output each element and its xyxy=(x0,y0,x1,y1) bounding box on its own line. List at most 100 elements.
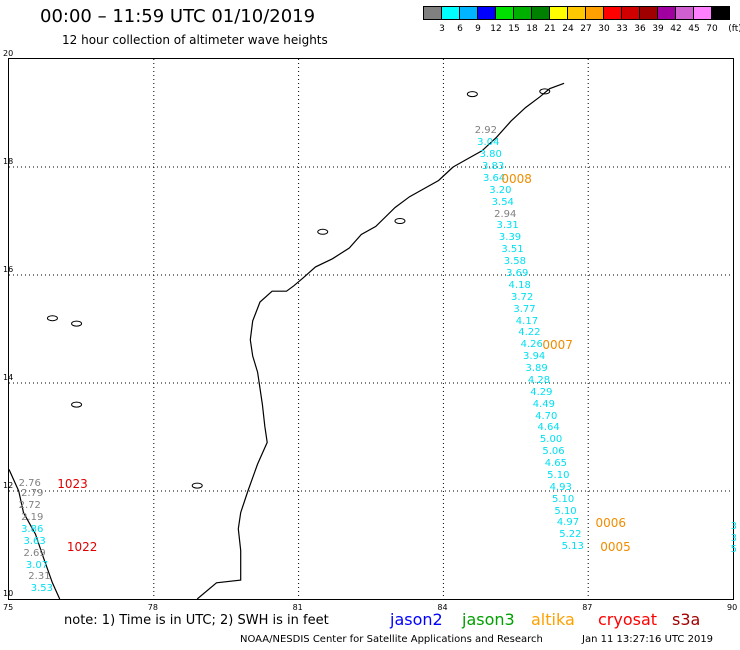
swh-observation-label: 5.22 xyxy=(559,529,582,541)
swh-observation-label: 2.69 xyxy=(23,547,46,559)
colorbar-label: 24 xyxy=(562,24,574,34)
swh-observation-label: 3.64 xyxy=(482,172,506,184)
coastline-east-india xyxy=(196,166,454,599)
legend-jason2: jason2 xyxy=(390,610,443,629)
latitude-tick-label: 20 xyxy=(3,49,14,58)
colorbar-label: 42 xyxy=(670,24,682,34)
swh-observation-label: 3.77 xyxy=(513,303,536,315)
coastline-kerala xyxy=(9,469,61,599)
colorbar-label: 45 xyxy=(688,24,700,34)
legend-s3a: s3a xyxy=(672,610,701,629)
swh-observation-label: 3.63 xyxy=(23,535,46,547)
colorbar-swatch xyxy=(513,6,532,20)
satellite-pass-label: 0007 xyxy=(542,338,573,353)
satellite-pass-label: 0008 xyxy=(501,171,532,186)
island-outline xyxy=(46,315,58,322)
map-subtitle: 12 hour collection of altimeter wave hei… xyxy=(62,33,328,47)
colorbar-swatch xyxy=(423,6,442,20)
colorbar-swatch xyxy=(495,6,514,20)
swh-observation-label: 2.31 xyxy=(28,571,51,583)
colorbar-label: 39 xyxy=(652,24,664,34)
swh-observation-label: 5.10 xyxy=(554,505,577,517)
colorbar-label: 3 xyxy=(439,24,445,34)
colorbar-label: 12 xyxy=(490,24,502,34)
latitude-tick-label: 12 xyxy=(3,481,14,490)
island-outline xyxy=(191,482,203,489)
swh-observation-label: 2.72 xyxy=(18,500,41,512)
swh-observation-label: 5.00 xyxy=(539,434,563,446)
coastline-odisha xyxy=(452,82,565,168)
swh-observation-label: 2.79 xyxy=(21,488,44,500)
colorbar-swatch xyxy=(639,6,658,20)
swh-observation-label: 4.18 xyxy=(508,279,531,291)
latitude-tick-label: 16 xyxy=(3,265,14,274)
swh-observation-label: 4.26 xyxy=(520,339,543,351)
colorbar-label: 9 xyxy=(475,24,481,34)
latitude-tick-label: 10 xyxy=(3,589,14,598)
swh-observation-label: 3.20 xyxy=(489,184,512,196)
island-outline xyxy=(466,91,478,98)
swh-observation-label: 3 xyxy=(730,532,737,544)
swh-observation-label: 3 xyxy=(730,520,737,532)
map-canvas xyxy=(9,59,733,599)
longitude-tick-label: 90 xyxy=(727,603,738,612)
latitude-tick-label: 14 xyxy=(3,373,14,382)
colorbar-swatch xyxy=(585,6,604,20)
colorbar-label: 27 xyxy=(580,24,592,34)
swh-observation-label: 2.76 xyxy=(18,477,41,489)
colorbar-swatch xyxy=(567,6,586,20)
colorbar-swatch xyxy=(441,6,460,20)
swh-observation-label: 5.13 xyxy=(561,541,584,553)
legend-altika: altika xyxy=(531,610,575,629)
colorbar-swatch xyxy=(549,6,568,20)
colorbar-label: 15 xyxy=(508,24,520,34)
swh-observation-label: 4.22 xyxy=(518,327,541,339)
longitude-tick-label: 84 xyxy=(437,603,448,612)
swh-observation-label: 3.51 xyxy=(501,244,524,256)
colorbar-label: 33 xyxy=(616,24,628,34)
swh-observation-label: 3.58 xyxy=(503,256,526,268)
swh-observation-label: 3.89 xyxy=(525,363,548,375)
latitude-tick-label: 18 xyxy=(3,157,14,166)
swh-observation-label: 3.04 xyxy=(477,137,500,149)
island-outline xyxy=(317,228,329,235)
swh-observation-label: 4.65 xyxy=(544,458,568,470)
swh-observation-label: 3.69 xyxy=(506,268,529,279)
swh-observation-label: 4.17 xyxy=(515,315,539,327)
swh-observation-label: 3.31 xyxy=(496,220,519,232)
footer-timestamp: Jan 11 13:27:16 UTC 2019 xyxy=(582,634,714,645)
colorbar-label: 6 xyxy=(457,24,463,34)
swh-observation-label: 4.28 xyxy=(527,374,551,386)
island-outline xyxy=(71,320,83,327)
satellite-pass-label: 0005 xyxy=(600,540,631,555)
colorbar-swatch xyxy=(693,6,712,20)
legend-cryosat: cryosat xyxy=(598,610,658,629)
swh-observation-label: 3.80 xyxy=(479,149,502,161)
island-outline xyxy=(71,401,83,408)
satellite-pass-label: 1022 xyxy=(66,540,98,555)
swh-observation-label: 4.29 xyxy=(530,386,553,398)
swh-observation-label: 4.93 xyxy=(549,481,572,493)
longitude-tick-label: 78 xyxy=(147,603,158,612)
legend-jason3: jason3 xyxy=(462,610,515,629)
swh-observation-label: 5.06 xyxy=(542,446,565,458)
colorbar-label: 30 xyxy=(598,24,610,34)
swh-observation-label: 3.54 xyxy=(491,196,514,208)
satellite-pass-label: 0006 xyxy=(595,516,626,531)
swh-observation-label: 4.97 xyxy=(556,517,580,529)
swh-observation-label: 3.53 xyxy=(30,583,53,595)
colorbar-swatch xyxy=(531,6,550,20)
swh-observation-label: 3.72 xyxy=(510,291,534,303)
swh-observation-label: 3.39 xyxy=(498,232,522,244)
colorbar-swatch xyxy=(711,6,730,20)
colorbar-label: 18 xyxy=(526,24,538,34)
colorbar-label: 21 xyxy=(544,24,556,34)
swh-observation-label: 3.86 xyxy=(21,523,44,535)
swh-observation-label: 5.10 xyxy=(547,469,570,481)
swh-observation-label: 5 xyxy=(730,544,737,556)
colorbar-unit: (ft) xyxy=(728,24,740,34)
island-outline xyxy=(394,218,406,224)
swh-observation-label: 2.19 xyxy=(21,512,44,524)
swh-observation-label: 4.64 xyxy=(537,422,560,434)
colorbar-label: 70 xyxy=(706,24,718,34)
